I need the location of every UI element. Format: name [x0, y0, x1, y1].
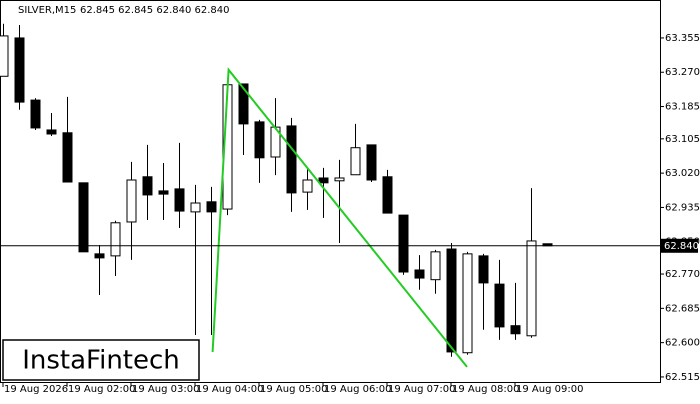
candle-body [142, 176, 153, 196]
candle-body [430, 251, 441, 281]
candle-body [62, 132, 73, 183]
y-tick-label: 62.935 [665, 202, 700, 213]
candle-body [382, 176, 393, 214]
candle-body [238, 83, 249, 125]
ohlc-text: 62.845 62.845 62.840 62.840 [80, 5, 230, 16]
candle-body [78, 182, 89, 253]
candle-body [462, 253, 473, 354]
candle-body [158, 190, 169, 195]
candle-body [334, 177, 345, 182]
watermark: InstaFintech [22, 346, 180, 376]
candle-body [318, 177, 329, 184]
y-tick-label: 62.685 [665, 303, 700, 314]
x-tick-label: 19 Aug 07:00 [388, 384, 455, 395]
candle-body [526, 240, 537, 337]
x-tick-label: 19 Aug 06:00 [324, 384, 391, 395]
candle-body [478, 255, 489, 284]
x-tick-label: 19 Aug 2026 [4, 384, 68, 395]
x-tick-label: 19 Aug 04:00 [196, 384, 263, 395]
x-tick-label: 19 Aug 02:00 [68, 384, 135, 395]
watermark-box [2, 339, 200, 381]
candle-body [366, 144, 377, 181]
y-tick-label: 63.105 [665, 134, 700, 145]
candle-body [30, 99, 41, 129]
candle-body [494, 283, 505, 328]
y-tick-label: 63.270 [665, 67, 700, 78]
y-tick-label: 63.020 [665, 168, 700, 179]
candle-body [46, 129, 57, 135]
candle-body [350, 147, 361, 176]
candle-body [206, 201, 217, 213]
y-tick-label: 63.185 [665, 102, 700, 113]
x-tick-label: 19 Aug 08:00 [452, 384, 519, 395]
candle-body [286, 125, 297, 194]
candle-body [14, 37, 25, 103]
y-tick-label: 62.770 [665, 269, 700, 280]
candle-body [510, 325, 521, 335]
candle-body [254, 121, 265, 159]
x-tick-label: 19 Aug 09:00 [516, 384, 583, 395]
y-tick-label: 62.515 [665, 372, 700, 383]
candle-body [94, 253, 105, 259]
pattern-line [211, 67, 468, 368]
candle-body [398, 214, 409, 273]
symbol: SILVER,M15 [18, 5, 76, 16]
candle-body [0, 35, 9, 77]
candle-body [126, 179, 137, 223]
candle-body [190, 202, 201, 213]
x-tick-label: 19 Aug 03:00 [132, 384, 199, 395]
y-tick-label: 63.355 [665, 33, 700, 44]
x-tick-label: 19 Aug 05:00 [260, 384, 327, 395]
candle-body [414, 269, 425, 279]
candle-body [174, 188, 185, 212]
candle-body [110, 222, 121, 257]
price-label: 62.840 [664, 241, 699, 252]
price-label-bg [661, 238, 698, 253]
candle-body [446, 248, 457, 353]
plot-frame [0, 0, 661, 383]
candle-body [302, 179, 313, 193]
y-tick-label: 62.600 [665, 338, 700, 349]
